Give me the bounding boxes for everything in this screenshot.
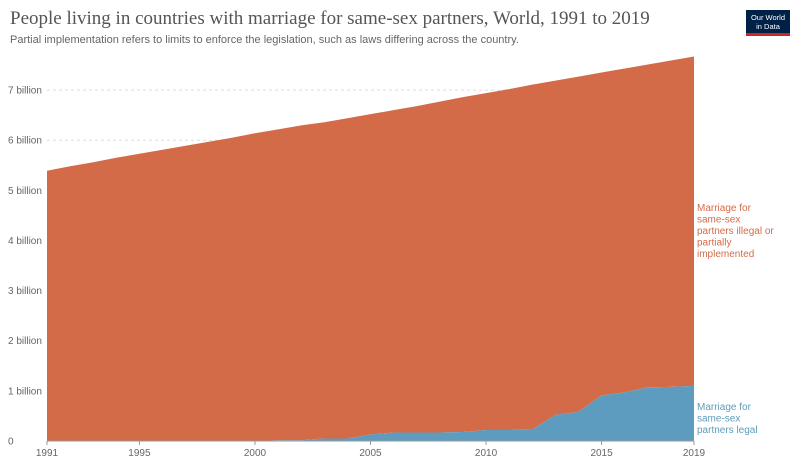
label-legal: Marriage for same-sex partners legal: [697, 402, 758, 436]
y-tick-label: 5 billion: [8, 186, 42, 197]
label-legal-line: partners legal: [697, 425, 758, 436]
y-tick-label: 0: [8, 437, 14, 448]
chart-title: People living in countries with marriage…: [10, 8, 650, 29]
label-illegal-or-partial: Marriage for same-sex partners illegal or p…: [697, 203, 774, 260]
y-tick-label: 6 billion: [8, 136, 42, 147]
x-tick-label: 1995: [128, 448, 151, 459]
label-legal-line: same-sex: [697, 414, 740, 425]
x-tick-label: 2000: [244, 448, 267, 459]
x-tick-label: 2005: [359, 448, 382, 459]
y-axis-ticks: 0 1 billion 2 billion 3 billion 4 billion 5 b…: [8, 86, 42, 448]
logo-line-2: in Data: [756, 22, 780, 31]
y-tick-label: 4 billion: [8, 236, 42, 247]
label-illegal-or-partial-line: partially: [697, 238, 731, 249]
x-axis-ticks: 1991 1995 2000 2005 2010 2015 2019: [36, 440, 706, 459]
y-tick-label: 7 billion: [8, 86, 42, 97]
label-legal-line: Marriage for: [697, 402, 752, 413]
y-tick-label: 3 billion: [8, 286, 42, 297]
x-tick-label: 1991: [36, 448, 59, 459]
x-tick-label: 2010: [475, 448, 498, 459]
y-tick-label: 2 billion: [8, 336, 42, 347]
owid-logo[interactable]: Our World in Data: [746, 10, 790, 36]
label-illegal-or-partial-line: partners illegal or: [697, 226, 774, 237]
logo-line-1: Our World: [750, 13, 786, 22]
label-illegal-or-partial-line: Marriage for: [697, 203, 752, 214]
x-tick-label: 2019: [683, 448, 706, 459]
label-illegal-or-partial-line: implemented: [697, 249, 754, 260]
chart-areas: [47, 56, 694, 442]
y-tick-label: 1 billion: [8, 386, 42, 397]
area-legal[interactable]: [47, 385, 694, 441]
series-labels: Marriage for same-sex partners illegal or p…: [697, 203, 774, 436]
label-illegal-or-partial-line: same-sex: [697, 215, 740, 226]
area-illegal-or-partial[interactable]: [47, 56, 694, 442]
x-tick-label: 2015: [590, 448, 613, 459]
chart-subtitle: Partial implementation refers to limits …: [10, 34, 519, 46]
